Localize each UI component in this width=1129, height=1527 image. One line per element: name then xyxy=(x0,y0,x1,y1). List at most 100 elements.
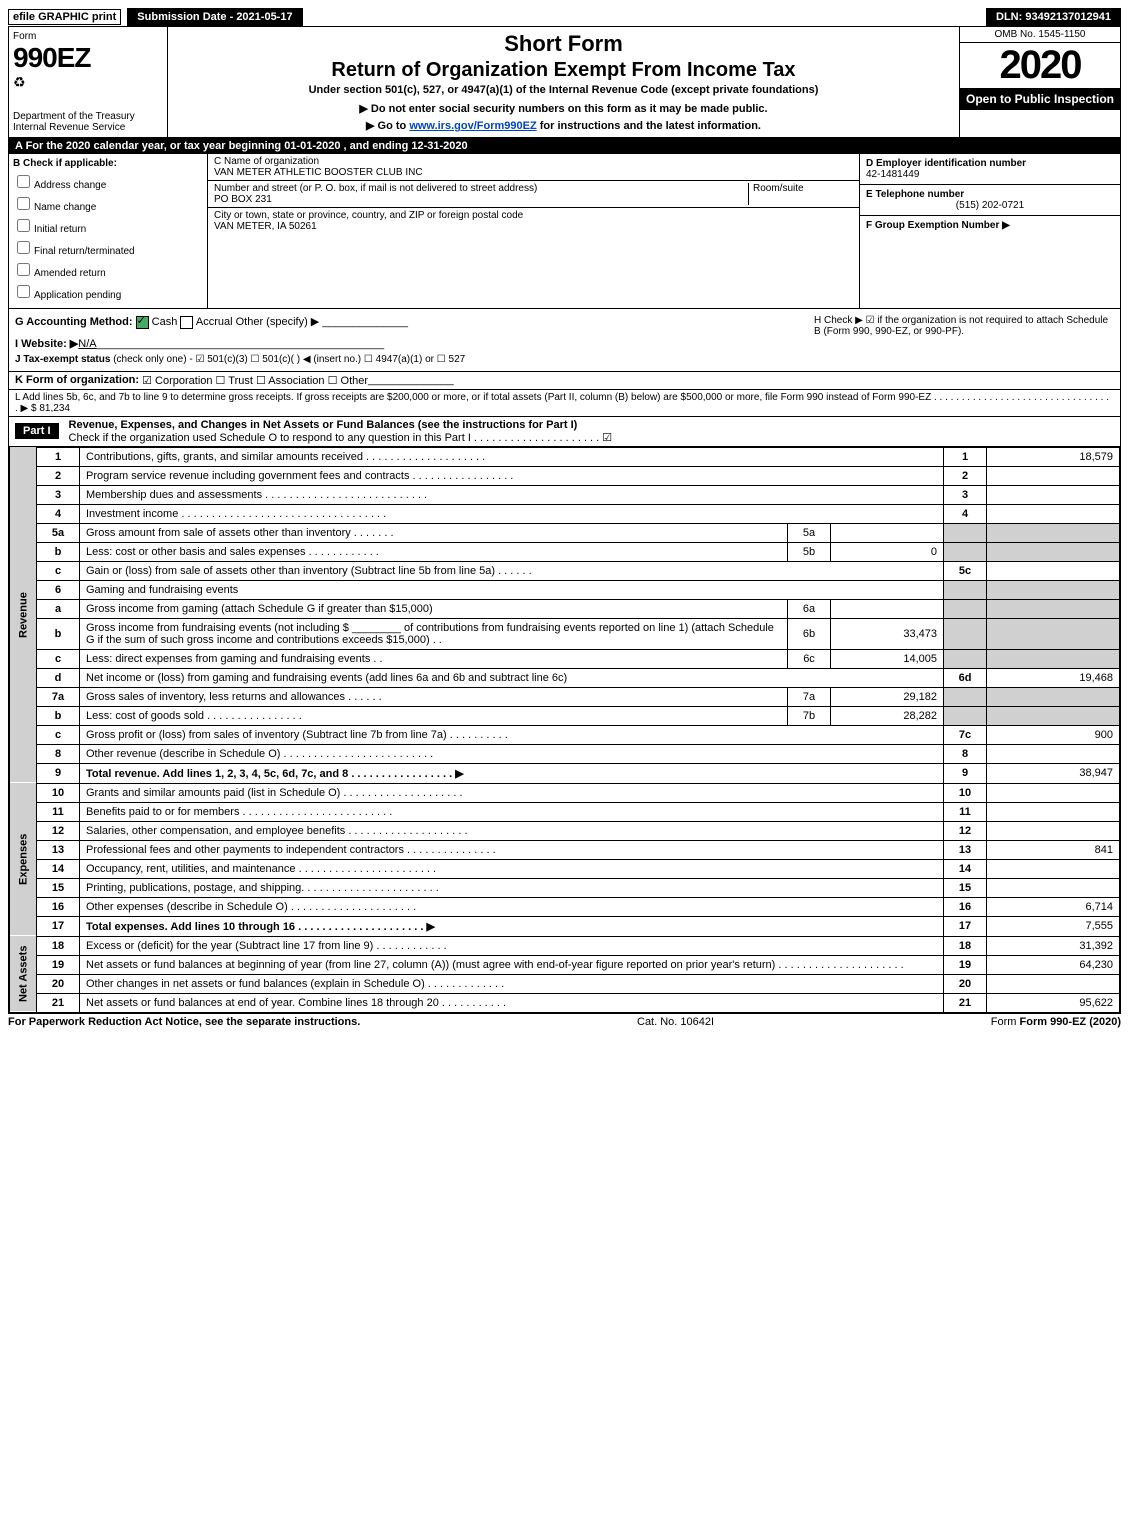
section-b: B Check if applicable: Address change Na… xyxy=(9,154,1120,309)
ssn-note: ▶ Do not enter social security numbers o… xyxy=(178,102,949,115)
line-6b: bGross income from fundraising events (n… xyxy=(10,618,1120,649)
check-column: B Check if applicable: Address change Na… xyxy=(9,154,208,308)
omb-number: OMB No. 1545-1150 xyxy=(960,27,1120,43)
line-13: 13Professional fees and other payments t… xyxy=(10,840,1120,859)
check-name[interactable]: Name change xyxy=(13,194,203,213)
check-amended[interactable]: Amended return xyxy=(13,260,203,279)
line-19: 19Net assets or fund balances at beginni… xyxy=(10,955,1120,974)
org-name-row: C Name of organization VAN METER ATHLETI… xyxy=(208,154,859,181)
cash-checkbox[interactable] xyxy=(136,316,149,329)
line-4: 4Investment income . . . . . . . . . . .… xyxy=(10,504,1120,523)
check-address[interactable]: Address change xyxy=(13,172,203,191)
line-21: 21Net assets or fund balances at end of … xyxy=(10,993,1120,1012)
h-section: H Check ▶ ☑ if the organization is not r… xyxy=(814,315,1114,365)
return-title: Return of Organization Exempt From Incom… xyxy=(178,59,949,82)
checkbox-name[interactable] xyxy=(17,197,30,210)
line-15: 15Printing, publications, postage, and s… xyxy=(10,878,1120,897)
checkbox-address[interactable] xyxy=(17,175,30,188)
gh-row: G Accounting Method: Cash Accrual Other … xyxy=(9,309,1120,372)
footer-mid: Cat. No. 10642I xyxy=(360,1016,990,1028)
line-16: 16Other expenses (describe in Schedule O… xyxy=(10,897,1120,916)
line-6: 6Gaming and fundraising events xyxy=(10,580,1120,599)
line-5b: bLess: cost or other basis and sales exp… xyxy=(10,542,1120,561)
form-number: 990EZ xyxy=(13,42,163,74)
top-bar: efile GRAPHIC print Submission Date - 20… xyxy=(8,8,1121,26)
line-12: 12Salaries, other compensation, and empl… xyxy=(10,821,1120,840)
e-cell: E Telephone number (515) 202-0721 xyxy=(860,185,1120,216)
goto-link[interactable]: www.irs.gov/Form990EZ xyxy=(409,120,536,132)
accrual-checkbox[interactable] xyxy=(180,316,193,329)
check-initial[interactable]: Initial return xyxy=(13,216,203,235)
accrual-label: Accrual xyxy=(196,316,233,328)
line-18: Net Assets 18Excess or (deficit) for the… xyxy=(10,936,1120,955)
footer-right: Form Form 990-EZ (2020) xyxy=(991,1016,1121,1028)
city-val: VAN METER, IA 50261 xyxy=(214,221,523,232)
checkbox-final[interactable] xyxy=(17,241,30,254)
k-label: K Form of organization: xyxy=(15,374,139,386)
goto-pre: ▶ Go to xyxy=(366,120,409,132)
inspection-label: Open to Public Inspection xyxy=(960,88,1120,110)
c-label: C Name of organization xyxy=(214,156,423,167)
tax-year-row: A For the 2020 calendar year, or tax yea… xyxy=(9,138,1120,154)
line-6d: dNet income or (loss) from gaming and fu… xyxy=(10,668,1120,687)
line-11: 11Benefits paid to or for members . . . … xyxy=(10,802,1120,821)
subtitle: Under section 501(c), 527, or 4947(a)(1)… xyxy=(178,84,949,96)
goto-line: ▶ Go to www.irs.gov/Form990EZ for instru… xyxy=(178,119,949,132)
room-label: Room/suite xyxy=(753,183,853,194)
line-1: Revenue 1 Contributions, gifts, grants, … xyxy=(10,447,1120,466)
d-label: D Employer identification number xyxy=(866,158,1114,169)
dept-treasury: Department of the Treasury xyxy=(13,111,163,122)
org-column: C Name of organization VAN METER ATHLETI… xyxy=(208,154,859,308)
line-5a: 5aGross amount from sale of assets other… xyxy=(10,523,1120,542)
revenue-label: Revenue xyxy=(10,447,37,783)
k-opts: ☑ Corporation ☐ Trust ☐ Association ☐ Ot… xyxy=(142,374,368,387)
k-row: K Form of organization: ☑ Corporation ☐ … xyxy=(9,372,1120,390)
line-17: 17Total expenses. Add lines 10 through 1… xyxy=(10,916,1120,936)
check-final[interactable]: Final return/terminated xyxy=(13,238,203,257)
e-val: (515) 202-0721 xyxy=(866,200,1114,211)
line-7b: bLess: cost of goods sold . . . . . . . … xyxy=(10,706,1120,725)
g-section: G Accounting Method: Cash Accrual Other … xyxy=(15,315,814,365)
d-cell: D Employer identification number 42-1481… xyxy=(860,154,1120,185)
org-name: VAN METER ATHLETIC BOOSTER CLUB INC xyxy=(214,167,423,178)
expenses-label: Expenses xyxy=(10,783,37,936)
g-label: G Accounting Method: xyxy=(15,316,133,328)
short-form-title: Short Form xyxy=(178,31,949,57)
form-container: Form 990EZ ♻ Department of the Treasury … xyxy=(8,26,1121,1014)
header-right: OMB No. 1545-1150 2020 Open to Public In… xyxy=(959,27,1120,137)
line-5c: cGain or (loss) from sale of assets othe… xyxy=(10,561,1120,580)
street-val: PO BOX 231 xyxy=(214,194,748,205)
goto-post: for instructions and the latest informat… xyxy=(537,120,761,132)
l-row: L Add lines 5b, 6c, and 7b to line 9 to … xyxy=(9,390,1120,417)
street-label: Number and street (or P. O. box, if mail… xyxy=(214,183,748,194)
lines-table: Revenue 1 Contributions, gifts, grants, … xyxy=(9,447,1120,1013)
header-center: Short Form Return of Organization Exempt… xyxy=(168,27,959,137)
line-2: 2Program service revenue including gover… xyxy=(10,466,1120,485)
dln-label: DLN: 93492137012941 xyxy=(986,8,1121,26)
i-label: I Website: ▶ xyxy=(15,338,78,350)
line-14: 14Occupancy, rent, utilities, and mainte… xyxy=(10,859,1120,878)
checkbox-amended[interactable] xyxy=(17,263,30,276)
part1-label: Part I xyxy=(15,423,59,439)
checkbox-initial[interactable] xyxy=(17,219,30,232)
part1-content: Revenue, Expenses, and Changes in Net As… xyxy=(59,419,1114,444)
part1-row: Part I Revenue, Expenses, and Changes in… xyxy=(9,417,1120,447)
line-7c: cGross profit or (loss) from sales of in… xyxy=(10,725,1120,744)
check-pending[interactable]: Application pending xyxy=(13,282,203,301)
efile-label[interactable]: efile GRAPHIC print xyxy=(8,9,121,25)
checkbox-pending[interactable] xyxy=(17,285,30,298)
form-label: Form xyxy=(13,31,163,42)
tax-year: 2020 xyxy=(960,43,1120,88)
part1-check: Check if the organization used Schedule … xyxy=(69,432,613,444)
f-label: F Group Exemption Number ▶ xyxy=(866,220,1114,231)
cash-label: Cash xyxy=(152,316,178,328)
street-row: Number and street (or P. O. box, if mail… xyxy=(208,181,859,208)
line-3: 3Membership dues and assessments . . . .… xyxy=(10,485,1120,504)
footer-left: For Paperwork Reduction Act Notice, see … xyxy=(8,1016,360,1028)
header-left: Form 990EZ ♻ Department of the Treasury … xyxy=(9,27,168,137)
line-20: 20Other changes in net assets or fund ba… xyxy=(10,974,1120,993)
line-6c: cLess: direct expenses from gaming and f… xyxy=(10,649,1120,668)
line-6a: aGross income from gaming (attach Schedu… xyxy=(10,599,1120,618)
recycle-icon: ♻ xyxy=(13,74,163,91)
j-opts: ☑ 501(c)(3) ☐ 501(c)( ) ◀ (insert no.) ☐… xyxy=(195,354,465,365)
